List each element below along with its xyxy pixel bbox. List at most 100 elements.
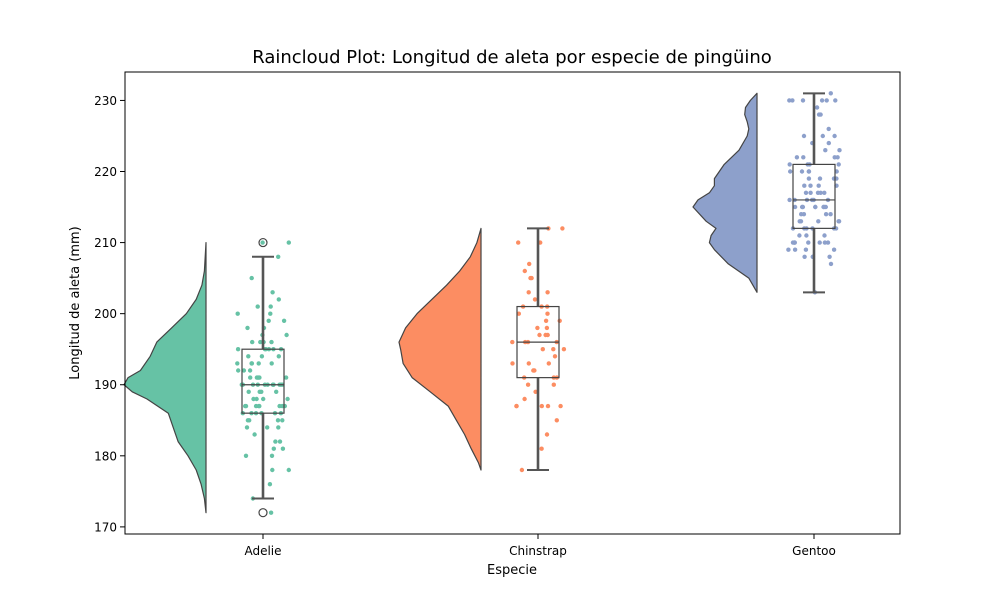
data-point bbox=[246, 389, 251, 394]
data-point bbox=[544, 432, 550, 437]
data-point bbox=[808, 190, 813, 195]
data-point bbox=[819, 98, 825, 103]
data-point bbox=[276, 354, 281, 359]
data-point bbox=[833, 98, 838, 103]
data-point bbox=[257, 389, 262, 394]
data-point bbox=[244, 425, 250, 430]
data-point bbox=[792, 247, 798, 252]
data-point bbox=[249, 361, 254, 366]
data-point bbox=[788, 169, 793, 174]
data-point bbox=[526, 361, 531, 366]
data-point bbox=[828, 261, 834, 267]
data-point bbox=[539, 446, 544, 451]
x-tick-label: Chinstrap bbox=[509, 544, 567, 558]
data-point bbox=[822, 233, 827, 238]
data-point bbox=[814, 105, 820, 110]
data-point bbox=[560, 226, 565, 231]
data-point bbox=[822, 240, 828, 245]
x-axis: Adelie Chinstrap Gentoo bbox=[244, 534, 836, 558]
data-point bbox=[286, 240, 291, 245]
data-point bbox=[280, 418, 285, 423]
x-tick-label: Adelie bbox=[244, 544, 281, 558]
data-point bbox=[816, 219, 821, 224]
data-point bbox=[235, 347, 241, 352]
y-tick-label: 230 bbox=[94, 94, 117, 108]
data-point bbox=[532, 297, 538, 302]
data-point bbox=[254, 396, 259, 402]
data-point bbox=[540, 347, 545, 352]
data-point bbox=[284, 332, 289, 338]
data-point bbox=[273, 439, 278, 444]
data-point bbox=[286, 467, 291, 473]
data-point bbox=[792, 240, 797, 245]
data-point bbox=[245, 418, 251, 423]
data-point bbox=[259, 354, 265, 359]
data-point bbox=[822, 190, 827, 195]
data-point bbox=[285, 396, 290, 402]
series-chinstrap bbox=[398, 226, 567, 473]
data-point bbox=[806, 176, 812, 181]
x-axis-label: Especie bbox=[487, 563, 537, 578]
violin-gentoo bbox=[692, 92, 758, 293]
y-tick-label: 200 bbox=[94, 307, 117, 321]
data-point bbox=[527, 261, 532, 267]
data-point bbox=[831, 247, 837, 252]
series-gentoo bbox=[692, 91, 842, 295]
data-point bbox=[827, 254, 832, 259]
x-tick-label: Gentoo bbox=[792, 544, 836, 558]
data-point bbox=[269, 339, 274, 345]
data-point bbox=[268, 304, 273, 309]
data-point bbox=[823, 212, 829, 217]
data-point bbox=[826, 126, 831, 132]
chart-title: Raincloud Plot: Longitud de aleta por es… bbox=[252, 47, 772, 68]
data-point bbox=[828, 212, 833, 217]
data-point bbox=[268, 311, 273, 316]
outlier-point bbox=[258, 237, 268, 248]
data-point bbox=[798, 219, 804, 224]
data-point bbox=[281, 318, 287, 323]
data-point bbox=[828, 91, 833, 96]
data-point bbox=[274, 389, 279, 394]
data-point bbox=[792, 204, 798, 210]
data-point bbox=[269, 361, 274, 366]
data-point bbox=[257, 403, 262, 409]
data-point bbox=[529, 275, 534, 281]
data-point bbox=[510, 361, 515, 366]
data-point bbox=[806, 169, 811, 174]
data-point bbox=[813, 204, 818, 210]
y-tick-label: 220 bbox=[94, 165, 117, 179]
data-point bbox=[800, 98, 806, 103]
data-point bbox=[826, 140, 831, 146]
data-point bbox=[236, 368, 241, 373]
data-point bbox=[825, 240, 831, 245]
data-point bbox=[526, 290, 531, 295]
data-point bbox=[561, 347, 567, 352]
data-point bbox=[821, 204, 826, 210]
data-point bbox=[806, 240, 811, 245]
data-point bbox=[258, 339, 263, 345]
data-point bbox=[551, 347, 556, 352]
data-point bbox=[824, 98, 829, 103]
data-point bbox=[554, 418, 559, 423]
data-point bbox=[271, 446, 276, 451]
data-point bbox=[251, 396, 256, 402]
data-point bbox=[835, 155, 840, 160]
violin-adelie bbox=[123, 242, 207, 514]
data-point bbox=[802, 183, 807, 188]
data-point bbox=[257, 375, 262, 380]
data-point bbox=[522, 396, 527, 402]
data-point bbox=[248, 375, 253, 380]
violin-chinstrap bbox=[398, 227, 482, 471]
data-point bbox=[268, 510, 274, 515]
data-point bbox=[275, 418, 281, 423]
data-point bbox=[260, 240, 265, 245]
data-point bbox=[801, 133, 807, 139]
y-tick-label: 210 bbox=[94, 236, 117, 250]
data-point bbox=[537, 332, 542, 338]
y-tick-label: 180 bbox=[94, 449, 117, 463]
y-axis-label: Longitud de aleta (mm) bbox=[68, 226, 83, 379]
data-point bbox=[558, 403, 563, 409]
data-point bbox=[545, 403, 551, 409]
data-point bbox=[818, 112, 823, 117]
data-point bbox=[832, 133, 837, 139]
